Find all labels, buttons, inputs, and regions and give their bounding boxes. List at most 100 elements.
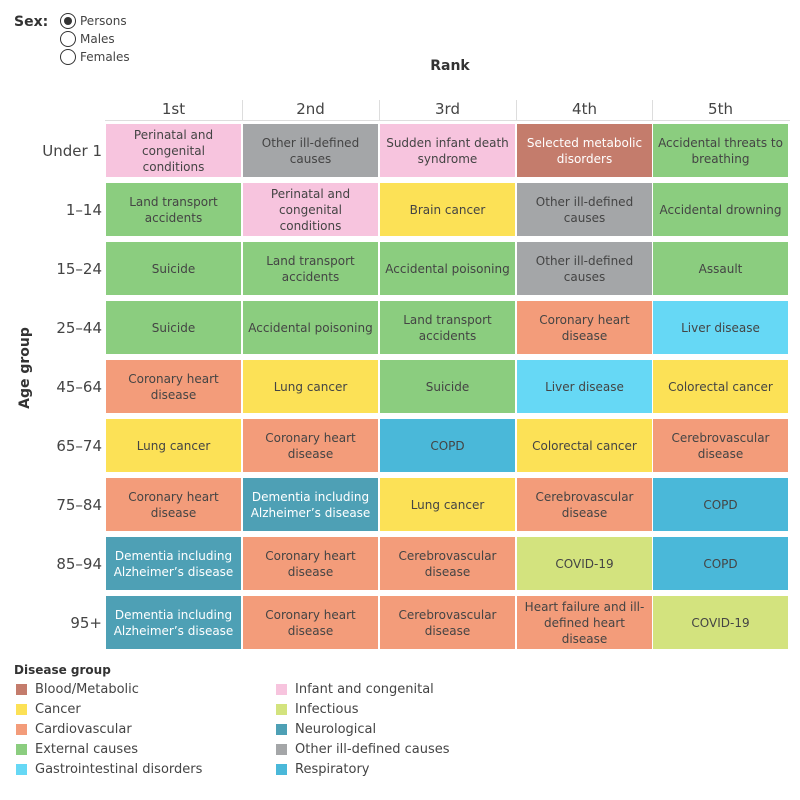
rank-cell[interactable]: Assault [653, 242, 788, 295]
rank-cell[interactable]: Lung cancer [243, 360, 378, 413]
rank-cell[interactable]: Land transport accidents [106, 183, 241, 236]
rank-cell[interactable]: Dementia including Alzheimer’s disease [106, 596, 241, 649]
rank-cell[interactable]: Coronary heart disease [106, 478, 241, 531]
legend-swatch [276, 683, 287, 695]
sex-option-females[interactable]: Females [60, 48, 130, 66]
cause-of-death-label: Liver disease [681, 320, 760, 335]
cause-of-death-label: Coronary heart disease [265, 548, 356, 579]
legend-label: Gastrointestinal disorders [35, 761, 203, 777]
radio-circle-icon[interactable] [60, 49, 76, 65]
rank-cell[interactable]: Selected metabolic disorders [517, 124, 652, 177]
legend-label: Infectious [295, 701, 359, 717]
rank-cell[interactable]: Lung cancer [106, 419, 241, 472]
legend-item[interactable]: Cardiovascular [16, 719, 132, 739]
rank-cell[interactable]: Coronary heart disease [106, 360, 241, 413]
cause-of-death-label: Dementia including Alzheimer’s disease [250, 489, 371, 520]
rank-cell[interactable]: Cerebrovascular disease [517, 478, 652, 531]
rank-cell[interactable]: Other ill-defined causes [517, 242, 652, 295]
rank-cell[interactable]: Liver disease [517, 360, 652, 413]
cause-of-death-label: Brain cancer [409, 202, 486, 217]
cause-of-death-label: Accidental threats to breathing [658, 135, 783, 166]
legend-item[interactable]: Cancer [16, 699, 81, 719]
cause-of-death-label: Other ill-defined causes [535, 194, 634, 225]
cause-of-death-label: Cerebrovascular disease [398, 548, 497, 579]
legend-label: Cardiovascular [35, 721, 132, 737]
rank-cell[interactable]: Heart failure and ill-defined heart dise… [517, 596, 652, 649]
rank-cell[interactable]: COVID-19 [517, 537, 652, 590]
cause-of-death-label: Dementia including Alzheimer’s disease [113, 548, 234, 579]
rank-cell[interactable]: Colorectal cancer [653, 360, 788, 413]
legend-item[interactable]: Infectious [276, 699, 358, 719]
rank-cell[interactable]: Colorectal cancer [517, 419, 652, 472]
rank-cell[interactable]: Land transport accidents [380, 301, 515, 354]
rank-cell[interactable]: Cerebrovascular disease [380, 537, 515, 590]
rank-cell[interactable]: Liver disease [653, 301, 788, 354]
header-divider [516, 100, 517, 120]
radio-circle-icon[interactable] [60, 31, 76, 47]
age-group-label: Under 1 [42, 141, 102, 160]
cause-of-death-label: Land transport accidents [266, 253, 355, 284]
legend-item[interactable]: Neurological [276, 719, 376, 739]
rank-cell[interactable]: Cerebrovascular disease [380, 596, 515, 649]
rank-cell[interactable]: COPD [653, 537, 788, 590]
age-group-label: 65–74 [56, 436, 102, 455]
legend-label: Blood/Metabolic [35, 681, 139, 697]
radio-label: Females [80, 50, 130, 64]
cause-of-death-label: Cerebrovascular disease [671, 430, 770, 461]
rank-cell[interactable]: Accidental drowning [653, 183, 788, 236]
rank-cell[interactable]: Accidental threats to breathing [653, 124, 788, 177]
rank-cell[interactable]: Coronary heart disease [243, 419, 378, 472]
rank-cell[interactable]: Brain cancer [380, 183, 515, 236]
rank-cell[interactable]: Dementia including Alzheimer’s disease [106, 537, 241, 590]
legend-item[interactable]: Other ill-defined causes [276, 739, 450, 759]
cause-of-death-label: Sudden infant death syndrome [386, 135, 509, 166]
legend-item[interactable]: Respiratory [276, 759, 369, 779]
legend-item[interactable]: External causes [16, 739, 138, 759]
rank-cell[interactable]: Suicide [106, 242, 241, 295]
rank-cell[interactable]: Perinatal and congenital conditions [243, 183, 378, 236]
legend-item[interactable]: Blood/Metabolic [16, 679, 139, 699]
cause-of-death-label: Accidental poisoning [385, 261, 510, 276]
rank-cell[interactable]: COPD [380, 419, 515, 472]
rank-cell[interactable]: Cerebrovascular disease [653, 419, 788, 472]
legend-swatch [16, 683, 27, 695]
cause-of-death-label: COPD [703, 497, 738, 512]
rank-cell[interactable]: Dementia including Alzheimer’s disease [243, 478, 378, 531]
rank-cell[interactable]: COPD [653, 478, 788, 531]
age-group-label: 45–64 [56, 377, 102, 396]
cause-of-death-label: Cerebrovascular disease [535, 489, 634, 520]
legend-swatch [276, 723, 287, 735]
rank-cell[interactable]: Other ill-defined causes [517, 183, 652, 236]
header-divider [242, 100, 243, 120]
legend-label: External causes [35, 741, 138, 757]
age-group-label: 25–44 [56, 318, 102, 337]
sex-filter-label: Sex: [14, 14, 49, 30]
legend-swatch [16, 723, 27, 735]
rank-cell[interactable]: Coronary heart disease [243, 537, 378, 590]
rank-cell[interactable]: Perinatal and congenital conditions [106, 124, 241, 177]
rank-column-header: 2nd [296, 100, 325, 118]
cause-of-death-label: Land transport accidents [403, 312, 492, 343]
cause-of-death-label: Suicide [425, 379, 470, 394]
rank-cell[interactable]: Lung cancer [380, 478, 515, 531]
rank-cell[interactable]: Coronary heart disease [243, 596, 378, 649]
rank-cell[interactable]: Land transport accidents [243, 242, 378, 295]
sex-option-persons[interactable]: Persons [60, 12, 130, 30]
rank-cell[interactable]: Accidental poisoning [243, 301, 378, 354]
rank-column-header: 1st [161, 100, 186, 118]
legend-label: Respiratory [295, 761, 370, 777]
rank-cell[interactable]: Sudden infant death syndrome [380, 124, 515, 177]
radio-circle-icon[interactable] [60, 13, 76, 29]
header-divider [379, 100, 380, 120]
legend-item[interactable]: Infant and congenital [276, 679, 434, 699]
sex-option-males[interactable]: Males [60, 30, 130, 48]
cause-of-death-label: Accidental drowning [659, 202, 782, 217]
rank-cell[interactable]: COVID-19 [653, 596, 788, 649]
rank-cell[interactable]: Accidental poisoning [380, 242, 515, 295]
rank-cell[interactable]: Coronary heart disease [517, 301, 652, 354]
rank-cell[interactable]: Other ill-defined causes [243, 124, 378, 177]
cause-of-death-label: COVID-19 [691, 615, 750, 630]
legend-item[interactable]: Gastrointestinal disorders [16, 759, 202, 779]
rank-cell[interactable]: Suicide [380, 360, 515, 413]
rank-cell[interactable]: Suicide [106, 301, 241, 354]
